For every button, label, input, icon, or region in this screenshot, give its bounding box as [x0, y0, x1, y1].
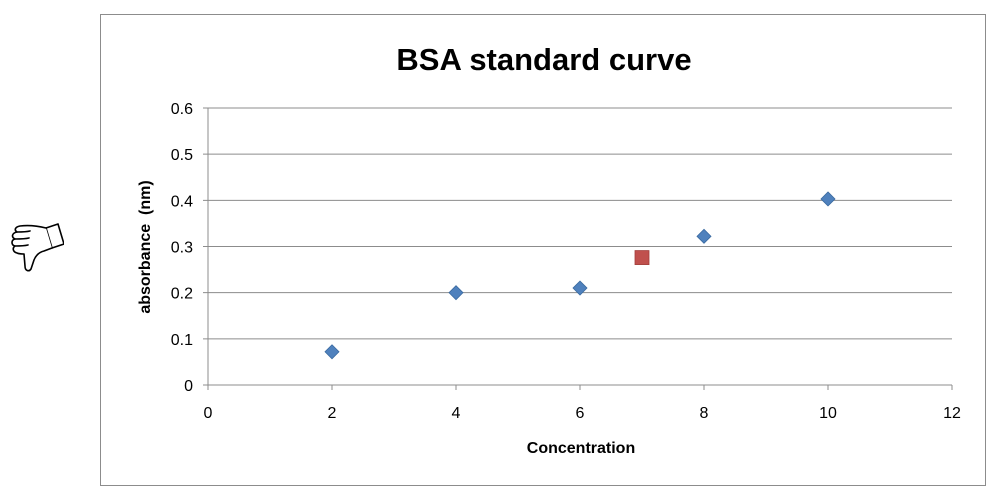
axes — [203, 108, 953, 390]
data-point-standard — [820, 191, 836, 207]
data-points — [324, 191, 836, 360]
x-tick-label: 4 — [452, 405, 461, 422]
tick-labels: 0 0.1 0.2 0.3 0.4 0.5 0.6 0 2 4 6 8 10 12 — [171, 101, 961, 422]
y-tick-label: 0.6 — [171, 101, 193, 118]
data-point-unknown — [634, 250, 650, 265]
chart-svg: 0 0.1 0.2 0.3 0.4 0.5 0.6 0 2 4 6 8 10 12 BSA standar… — [137, 42, 961, 457]
x-tick-label: 6 — [576, 405, 585, 422]
x-tick-label: 10 — [819, 405, 837, 422]
data-point-standard — [696, 228, 712, 244]
y-tick-label: 0.3 — [171, 240, 193, 257]
y-tick-label: 0.5 — [171, 147, 193, 164]
data-point-standard — [324, 344, 340, 360]
y-tick-label: 0 — [184, 378, 193, 395]
data-point-standard — [572, 280, 588, 296]
x-tick-label: 8 — [700, 405, 709, 422]
y-axis-label: absorbance (nm) — [137, 180, 154, 313]
x-tick-label: 12 — [943, 405, 961, 422]
grid-lines — [203, 107, 952, 340]
chart-title: BSA standard curve — [396, 42, 691, 77]
y-tick-label: 0.1 — [171, 332, 193, 349]
y-tick-label: 0.4 — [171, 193, 193, 210]
thumbs-down-icon — [6, 218, 65, 276]
x-tick-label: 0 — [204, 405, 213, 422]
data-point-standard — [448, 285, 464, 301]
x-axis-label: Concentration — [527, 440, 635, 457]
chart-area: 0 0.1 0.2 0.3 0.4 0.5 0.6 0 2 4 6 8 10 12 BSA standar… — [100, 14, 986, 486]
y-tick-label: 0.2 — [171, 286, 193, 303]
x-tick-label: 2 — [328, 405, 337, 422]
